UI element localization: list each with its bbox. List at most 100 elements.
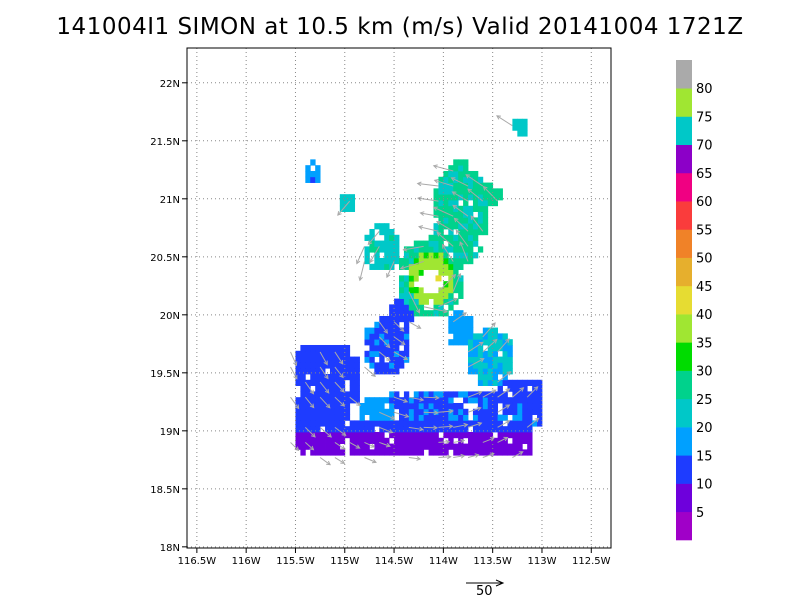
wind-vector [304,442,314,451]
field-cell [512,118,518,125]
field-cell [325,414,331,421]
field-cell [320,431,326,439]
field-cell [453,420,459,427]
field-cell [472,443,479,450]
field-cell [468,344,474,352]
field-cell [453,246,459,253]
wind-vector-head [419,397,425,402]
field-cell [448,246,454,253]
wind-vector-head [415,308,421,314]
field-cell [463,426,469,433]
field-cell [364,437,370,444]
colorbar-label: 15 [696,449,713,464]
field-cell [428,402,434,410]
field-cell [329,414,336,421]
field-cell [310,368,316,375]
field-cell [418,292,425,299]
field-cell [315,391,321,398]
field-cell [443,298,449,305]
field-cell [448,402,454,410]
field-cell [438,426,444,433]
field-cell [384,246,390,253]
field-cell [502,402,508,410]
field-cell [379,449,385,456]
field-cell [399,310,405,317]
field-cell [477,205,484,212]
field-cell [329,437,336,444]
field-cell [435,275,442,282]
field-cell [413,391,420,398]
field-cell [487,408,494,415]
wind-vector-head [482,185,488,191]
wind-vector-head [492,338,498,344]
field-cell [472,408,479,415]
field-cell [389,426,395,433]
field-cell [295,362,301,369]
field-cell [379,420,385,427]
field-cell [458,263,464,270]
field-cell [354,385,360,392]
field-cell [418,414,425,421]
field-cell [334,443,341,450]
field-cell [403,414,410,421]
field-cell [399,356,405,363]
field-cell [458,431,464,439]
field-cell [433,211,439,218]
wind-vector [290,442,299,451]
field-cell [438,397,444,404]
field-cell [403,402,410,410]
colorbar-label: 60 [696,195,713,210]
field-cell [305,344,311,352]
field-cell [453,391,459,398]
field-cell [403,350,410,357]
wind-vector [451,177,469,187]
field-cell [315,414,321,421]
field-cell [537,379,543,386]
wind-vector-head [390,415,396,420]
wind-vector-head [386,273,391,279]
field-cell [403,252,410,259]
wind-vector [290,351,297,366]
field-cell [329,408,336,415]
field-cell [379,443,385,450]
field-cell [413,431,420,439]
field-cell [379,368,385,375]
field-cell [477,443,484,450]
field-cell [517,414,523,421]
field-cell [448,420,454,427]
field-cell [389,402,395,410]
field-cell [458,252,464,259]
field-cell [507,339,513,346]
field-cell [344,350,351,357]
field-cell [438,252,444,259]
field-cell [394,437,400,444]
field-cell [507,420,513,427]
wind-vector [408,291,420,314]
wind-vector-head [476,406,482,412]
field-cell [477,373,484,381]
field-cell [364,431,370,439]
wind-vector-head [451,273,457,279]
field-cell [305,165,311,172]
field-cell [468,397,474,404]
field-cell [453,263,459,270]
field-cell [448,327,454,334]
wind-vector [393,411,409,418]
field-cell [339,194,346,201]
field-cell [453,431,459,439]
field-cell [300,391,306,398]
wind-vector [359,261,365,281]
field-cell [472,420,479,427]
field-cell [492,333,499,340]
wind-vector-head [369,258,374,264]
field-cell [349,431,356,439]
field-cell [537,420,543,427]
field-cell [453,327,459,334]
wind-vector [453,424,468,428]
field-cell [448,263,454,270]
field-cell [443,263,449,270]
field-cell [502,362,508,369]
field-cell [334,431,341,439]
field-cell [438,176,444,183]
field-cell [310,379,316,386]
